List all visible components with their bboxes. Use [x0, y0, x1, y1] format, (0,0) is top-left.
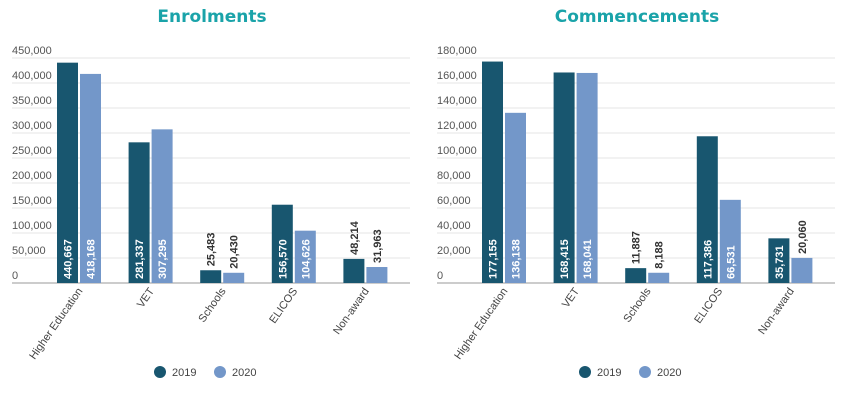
category-label: ELICOS — [267, 286, 300, 326]
data-label: 48,214 — [349, 220, 361, 255]
y-tick-label: 160,000 — [437, 70, 477, 82]
bar-2020 — [791, 257, 813, 283]
chart-title: Commencements — [555, 7, 719, 27]
y-tick-label: 140,000 — [437, 95, 477, 107]
bar-2019 — [625, 268, 647, 283]
y-tick-label: 0 — [12, 270, 18, 282]
bar-2020 — [648, 272, 670, 283]
data-label: 20,430 — [229, 235, 241, 269]
y-tick-label: 60,000 — [437, 195, 471, 207]
data-label: 66,531 — [725, 245, 737, 279]
y-tick-label: 250,000 — [12, 145, 52, 157]
category-label: VET — [135, 286, 157, 311]
bar-2019 — [57, 62, 78, 283]
category-label: Schools — [621, 285, 654, 324]
enrolments-chart: Enrolments 0 50,000 100,000 150,000 200,000 25… — [12, 7, 410, 379]
legend-label: 2019 — [172, 367, 196, 379]
bar-2019 — [343, 258, 365, 283]
bar-2019 — [271, 204, 293, 283]
y-tick-label: 40,000 — [437, 220, 471, 232]
y-tick-label: 20,000 — [437, 245, 471, 257]
data-label: 136,138 — [511, 239, 523, 279]
data-label: 25,483 — [206, 233, 218, 267]
data-label: 8,188 — [654, 241, 666, 269]
bar-2020 — [80, 73, 101, 283]
legend: 2019 2020 — [154, 366, 256, 379]
bar-2020 — [294, 230, 316, 283]
data-label: 440,667 — [63, 239, 75, 279]
category-label: Schools — [196, 285, 229, 324]
bar-2020 — [366, 267, 388, 283]
chart-title: Enrolments — [157, 7, 266, 27]
data-label: 168,415 — [559, 239, 571, 279]
y-tick-label: 150,000 — [12, 195, 52, 207]
y-tick-label: 0 — [437, 270, 443, 282]
legend: 2019 2020 — [579, 366, 681, 379]
legend-swatch — [639, 366, 651, 378]
legend-swatch — [579, 366, 591, 378]
category-label: ELICOS — [692, 286, 725, 326]
bar-2020 — [719, 199, 741, 283]
bar-2020 — [223, 272, 245, 283]
data-label: 307,295 — [157, 239, 169, 279]
y-tick-label: 100,000 — [12, 220, 52, 232]
data-label: 177,155 — [488, 239, 500, 279]
bar-2019 — [200, 270, 222, 283]
category-label: Non-award — [331, 286, 372, 337]
y-tick-label: 350,000 — [12, 95, 52, 107]
category-label: VET — [560, 286, 582, 311]
data-label: 117,386 — [702, 240, 714, 279]
y-tick-label: 400,000 — [12, 70, 52, 82]
y-tick-label: 200,000 — [12, 170, 52, 182]
y-tick-label: 450,000 — [12, 45, 52, 57]
legend-label: 2019 — [597, 367, 621, 379]
y-tick-label: 80,000 — [437, 170, 471, 182]
y-tick-label: 100,000 — [437, 145, 477, 157]
data-label: 104,626 — [300, 239, 312, 279]
data-label: 281,337 — [134, 239, 146, 279]
data-label: 156,570 — [277, 239, 289, 279]
data-label: 11,887 — [631, 231, 643, 264]
y-tick-label: 120,000 — [437, 120, 477, 132]
bar-2020 — [576, 72, 598, 283]
data-label: 31,963 — [372, 229, 384, 263]
bar-2019 — [696, 136, 718, 283]
legend-label: 2020 — [232, 367, 256, 379]
category-label: Higher Education — [452, 286, 510, 362]
bar-2020 — [505, 112, 526, 283]
y-tick-label: 180,000 — [437, 45, 477, 57]
data-label: 168,041 — [582, 239, 594, 279]
bar-2020 — [151, 129, 173, 283]
bar-2019 — [553, 72, 575, 283]
legend-label: 2020 — [657, 367, 681, 379]
data-label: 418,168 — [86, 239, 98, 279]
y-tick-label: 300,000 — [12, 120, 52, 132]
y-tick-label: 50,000 — [12, 245, 46, 257]
bar-2019 — [482, 61, 503, 284]
legend-swatch — [154, 366, 166, 378]
data-label: 35,731 — [774, 245, 786, 279]
category-label: Non-award — [756, 286, 797, 337]
bar-2019 — [768, 238, 790, 283]
bar-2019 — [128, 142, 150, 283]
commencements-chart: Commencements 0 20,000 40,000 60,000 80,000 10… — [437, 7, 835, 379]
legend-swatch — [214, 366, 226, 378]
data-label: 20,060 — [797, 220, 809, 254]
category-label: Higher Education — [27, 286, 85, 362]
